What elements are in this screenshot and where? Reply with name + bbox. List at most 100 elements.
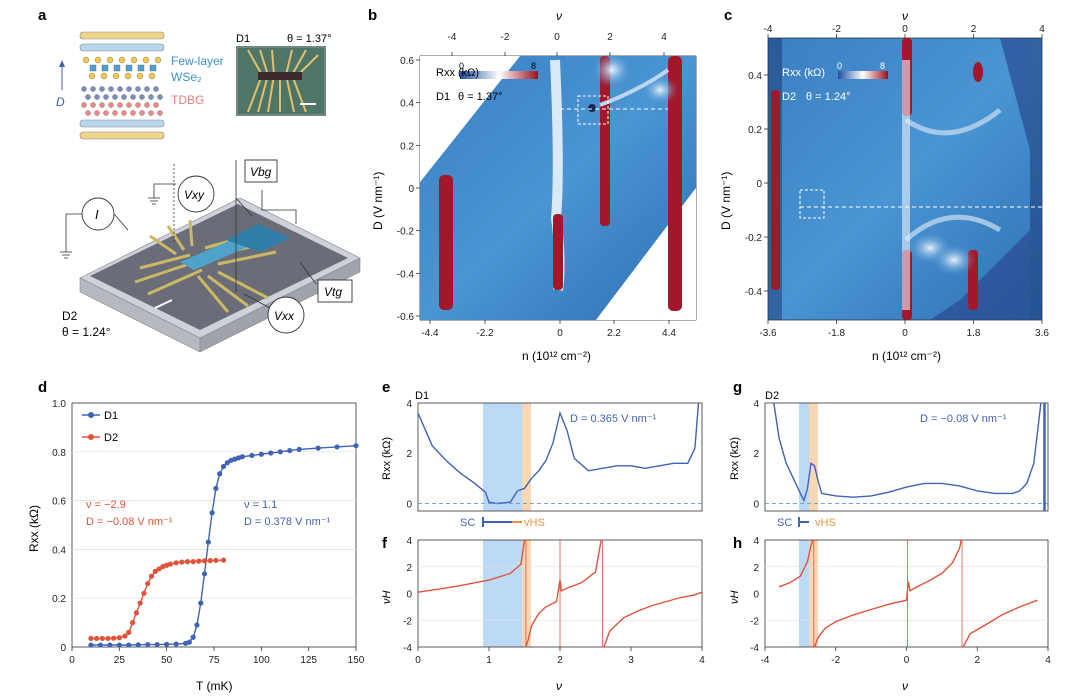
- wiring-lines: [60, 160, 317, 309]
- data-point-d2: [105, 635, 111, 642]
- map-b-xtick-label: -2.2: [476, 328, 494, 339]
- map-b-ytick-label: 0.2: [400, 141, 414, 152]
- map-b-ytick-label: -0.2: [397, 227, 415, 238]
- map-c-toptick-label: 2: [971, 24, 977, 35]
- data-point-d1: [116, 642, 122, 648]
- colorbar-b-label: Rxx (kΩ): [436, 67, 479, 79]
- annot-d1-nu: ν = 1.1: [244, 499, 277, 511]
- data-point-d2: [122, 633, 128, 639]
- panel-letter-a: a: [38, 7, 47, 24]
- d1-inset-theta: θ = 1.37°: [287, 33, 331, 45]
- data-point-d1: [194, 622, 200, 628]
- plot-h-ylabel: νH: [729, 591, 741, 605]
- current-label: I: [95, 207, 99, 222]
- data-point-d1: [296, 446, 302, 452]
- plot-g-annot: D = −0.08 V nm⁻¹: [920, 413, 1007, 425]
- vbg-label: Vbg: [250, 165, 272, 179]
- d2-theta-label: θ = 1.24°: [62, 325, 111, 339]
- data-point-d2: [99, 635, 105, 642]
- map-b-ytick-label: 0.6: [400, 56, 414, 67]
- plot-e-ytick-label: 2: [406, 449, 412, 460]
- data-point-d2: [207, 558, 213, 564]
- plot-d-xtick-label: 125: [300, 655, 317, 666]
- plot-d-xtick-label: 100: [253, 655, 270, 666]
- device-3d-schematic: [79, 197, 361, 353]
- map-c-xtick-label: 3.6: [1035, 328, 1049, 339]
- plot-f-ytick-label: -4: [403, 643, 412, 654]
- map-b-ytick-label: 0: [408, 184, 414, 195]
- panel-a: a D: [38, 7, 361, 353]
- sc-vhs-indicator-right: SC vHS: [777, 517, 836, 529]
- map-c-ytick-label: -0.4: [745, 287, 763, 298]
- data-point-d1: [353, 443, 359, 449]
- data-point-d1: [258, 451, 264, 457]
- data-point-d1: [217, 471, 223, 477]
- plot-d-ytick-label: 0.8: [52, 448, 66, 459]
- map-b-top-axis-label: ν: [556, 9, 562, 23]
- data-point-d2: [152, 568, 158, 574]
- sc-label-left: SC: [460, 517, 475, 529]
- data-point-d1: [201, 571, 208, 577]
- data-point-d1: [173, 641, 179, 647]
- plot-d-ytick-label: 0.6: [52, 497, 66, 508]
- data-point-d1: [190, 634, 196, 640]
- data-point-d1: [287, 447, 293, 454]
- data-point-d1: [249, 452, 255, 459]
- vxx-label: Vxx: [274, 309, 295, 323]
- panel-c: c Rxx (kΩ) 0 8 D2 θ = 1.24° ν: [719, 7, 1049, 363]
- annot-d1-D: D = 0.378 V nm⁻¹: [244, 516, 331, 528]
- plot-f-xtick-label: 0: [415, 655, 421, 666]
- map-b-toptick-label: -2: [501, 32, 510, 43]
- plot-h-ytick-label: -2: [750, 616, 759, 627]
- map-c-ylabel: D (V nm⁻¹): [719, 172, 733, 230]
- data-point-d2: [184, 559, 191, 565]
- map-c-xlabel: n (10¹² cm⁻²): [872, 349, 941, 363]
- data-point-d2: [220, 557, 227, 563]
- plot-d-legend: D1 D2: [82, 410, 118, 444]
- map-b-toptick-label: -4: [448, 32, 457, 43]
- panel-letter-g: g: [733, 379, 742, 396]
- plot-f-ylabel: νH: [381, 591, 393, 605]
- panel-letter-f: f: [382, 535, 388, 552]
- plot-d-xlabel: T (mK): [196, 679, 232, 693]
- tdbg-label: TDBG: [171, 93, 204, 107]
- plot-h-ytick-label: 4: [753, 536, 759, 547]
- colorbar-c-label: Rxx (kΩ): [782, 67, 825, 79]
- map-b-dashed-box: [577, 95, 609, 125]
- panel-e: e D1 0 2 4 D = 0.365 V nm⁻¹ Rxx (kΩ): [381, 379, 703, 512]
- data-point-d1: [145, 641, 151, 648]
- data-point-d2: [201, 558, 208, 564]
- map-c-ytick-label: 0.4: [748, 71, 762, 82]
- map-c-xtick-label: -3.6: [759, 328, 777, 339]
- data-point-d1: [164, 641, 170, 647]
- plot-h-xtick-label: 0: [904, 655, 910, 666]
- data-point-d1: [205, 539, 211, 545]
- sc-label-right: SC: [777, 517, 792, 529]
- data-point-d1: [334, 444, 340, 450]
- map-c-theta: θ = 1.24°: [806, 91, 850, 103]
- data-point-d2: [196, 558, 202, 564]
- legend-d1: D1: [104, 410, 118, 422]
- map-c-toptick-label: -4: [764, 24, 773, 35]
- data-point-d1: [209, 510, 215, 516]
- plot-e-ylabel: Rxx (kΩ): [381, 437, 393, 480]
- data-point-d1: [315, 445, 321, 451]
- data-point-d2: [190, 559, 196, 565]
- plot-d-xtick-label: 75: [208, 655, 220, 666]
- map-b-xtick-label: 4.4: [662, 328, 676, 339]
- colorbar-c: Rxx (kΩ) 0 8: [782, 61, 888, 79]
- plot-f-ytick-label: -2: [403, 616, 412, 627]
- map-c-ytick-label: -0.2: [745, 233, 763, 244]
- map-b-ytick-label: -0.4: [397, 269, 415, 280]
- d-field-arrow: D: [56, 60, 65, 109]
- plot-h-xtick-label: -4: [761, 655, 770, 666]
- panel-h: h 4 2 0 -2 -4-4 -2 0 2 4 νH ν: [729, 535, 1051, 693]
- layer-stack-schematic: [79, 31, 165, 140]
- data-point-d2: [137, 600, 143, 606]
- plot-e-device: D1: [415, 390, 429, 402]
- vtg-box: Vtg: [317, 279, 353, 303]
- map-b-ytick-label: 0.4: [400, 99, 414, 110]
- map-b-xtick-label: -4.4: [421, 328, 439, 339]
- vxx-meter: Vxx: [267, 296, 305, 334]
- map-c-toptick-label: 4: [1039, 24, 1045, 35]
